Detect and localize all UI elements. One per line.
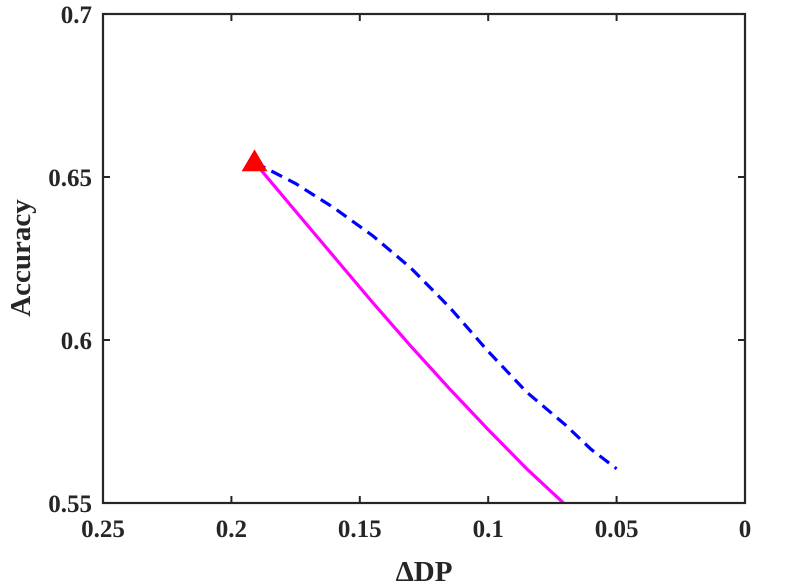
marker-layer [241,149,268,172]
x-tick-label: 0 [739,516,752,543]
y-tick-label: 0.55 [48,491,92,518]
series-line-1-dashed [253,160,618,471]
plot-background [103,14,745,503]
y-axis-label: Accuracy [5,199,37,317]
series-line-2-solid [253,161,566,503]
x-tick-label: 0.05 [595,516,639,543]
x-tick-label: 0.2 [216,516,247,543]
x-tick-label: 0.1 [473,516,504,543]
y-tick-label: 0.7 [61,2,92,29]
x-tick-label: 0.25 [81,516,125,543]
start-triangle-marker [241,149,268,172]
axes-layer: 0.25 0.2 0.15 0.1 0.05 0 0.55 0.6 0.65 0.7 [48,2,751,543]
series-layer [253,160,618,503]
x-tick-label: 0.15 [338,516,382,543]
y-tick-label: 0.65 [48,165,92,192]
x-axis-label: ΔDP [396,556,453,585]
axes-frame [101,12,747,505]
y-tick-label: 0.6 [61,328,92,355]
